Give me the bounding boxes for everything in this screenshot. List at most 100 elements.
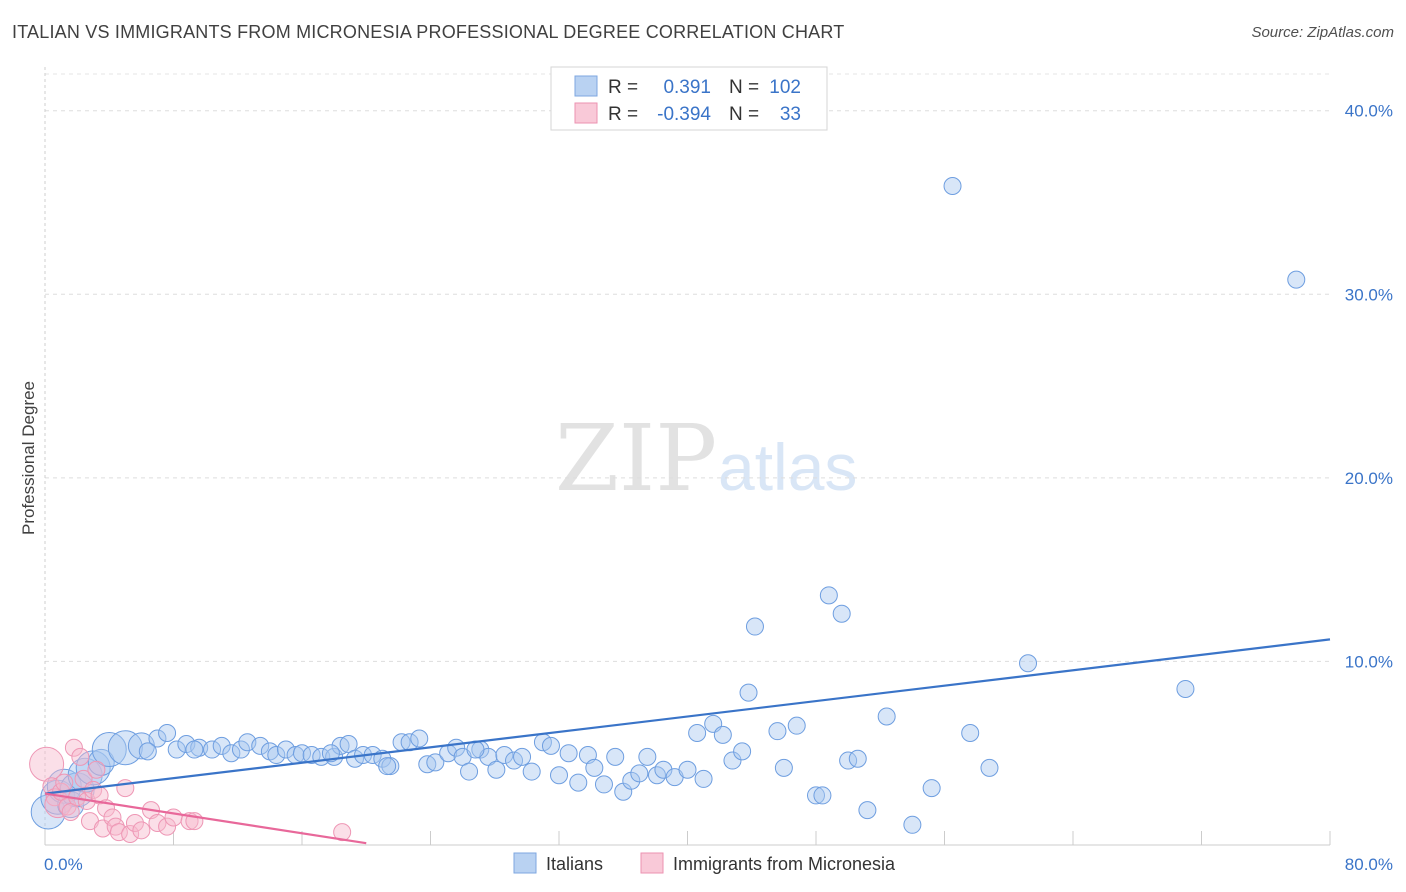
micronesia-point xyxy=(125,813,144,832)
italians-point xyxy=(858,801,877,820)
italians-point xyxy=(460,762,479,781)
legend-n-value-2: 33 xyxy=(780,104,801,125)
chart-title: ITALIAN VS IMMIGRANTS FROM MICRONESIA PR… xyxy=(12,22,845,42)
legend-swatch-italians xyxy=(574,75,598,97)
y-tick-label: 40.0% xyxy=(1345,102,1393,121)
micronesia-point xyxy=(132,821,151,840)
italians-point xyxy=(167,740,186,759)
italians-point xyxy=(222,744,241,763)
italians-point xyxy=(487,760,506,779)
italians-point xyxy=(694,769,713,788)
italians-point xyxy=(321,744,340,763)
legend-r-value-1: 0.391 xyxy=(663,77,711,98)
italians-point xyxy=(1287,270,1306,289)
axes xyxy=(44,67,1331,846)
italians-point xyxy=(267,746,286,765)
italians-point xyxy=(606,747,625,766)
micronesia-point xyxy=(158,817,177,836)
italians-point xyxy=(1019,654,1038,673)
italians-point xyxy=(739,683,758,702)
micronesia-point xyxy=(87,760,106,779)
italians-point xyxy=(203,740,222,759)
y-tick-label: 10.0% xyxy=(1345,652,1393,671)
y-tick-label: 30.0% xyxy=(1345,285,1393,304)
italians-point xyxy=(630,764,649,783)
italians-point xyxy=(733,742,752,761)
italians-point xyxy=(745,617,764,636)
italians-point xyxy=(768,722,787,741)
italians-trend-line xyxy=(44,638,1331,795)
italians-point xyxy=(594,775,613,794)
italians-point xyxy=(522,762,541,781)
micronesia-point xyxy=(29,746,65,782)
italians-point xyxy=(922,779,941,798)
watermark-zip: ZIP xyxy=(555,405,717,512)
grid xyxy=(45,73,1330,662)
italians-point xyxy=(807,786,825,805)
italians-point xyxy=(688,724,707,743)
x-tick-label-min: 0.0% xyxy=(44,855,83,874)
italians-point xyxy=(212,736,231,755)
italians-point xyxy=(819,586,838,605)
italians-point xyxy=(877,707,896,726)
micronesia-point xyxy=(148,813,167,832)
source-label: Source: ZipAtlas.com xyxy=(1251,24,1394,41)
legend-r-value-2: -0.394 xyxy=(657,104,711,125)
micronesia-point xyxy=(109,823,128,842)
trend-lines xyxy=(44,638,1331,845)
micronesia-point xyxy=(121,824,140,843)
italians-point xyxy=(903,815,922,834)
micronesia-point xyxy=(106,817,125,836)
bottom-legend-micronesia: Immigrants from Micronesia xyxy=(673,854,896,874)
italians-point xyxy=(91,732,127,768)
micronesia-point xyxy=(64,738,83,757)
italians-point xyxy=(378,757,397,776)
italians-point xyxy=(654,760,673,779)
italians-point xyxy=(723,751,742,770)
bottom-legend: Italians Immigrants from Micronesia xyxy=(513,852,896,874)
italians-point xyxy=(541,736,560,755)
italians-point xyxy=(138,742,157,761)
italians-point xyxy=(638,747,657,766)
micronesia-point xyxy=(71,747,90,766)
legend-n-label-1: N = xyxy=(729,77,759,98)
bottom-legend-italians: Italians xyxy=(546,854,603,874)
top-legend: R = 0.391 N = 102 R = -0.394 N = 33 xyxy=(550,66,828,131)
italians-point xyxy=(410,729,429,748)
micronesia-point xyxy=(55,773,74,792)
italians-point xyxy=(943,176,962,195)
italians-point xyxy=(513,747,532,766)
italians-point xyxy=(185,740,204,759)
y-axis-label: Professional Degree xyxy=(19,381,38,535)
x-tick-label-max: 80.0% xyxy=(1345,855,1393,874)
tick-labels: 10.0% 20.0% 30.0% 40.0% 0.0% 80.0% xyxy=(44,102,1393,874)
italians-point xyxy=(678,760,697,779)
italians-point xyxy=(813,786,832,805)
italians-point xyxy=(550,766,568,785)
italians-point xyxy=(231,740,250,759)
italians-point xyxy=(713,725,732,744)
bottom-legend-swatch-italians xyxy=(513,852,537,874)
legend-n-label-2: N = xyxy=(729,104,759,125)
bottom-legend-swatch-micronesia xyxy=(640,852,664,874)
italians-point xyxy=(980,758,999,777)
italians-point xyxy=(495,746,514,765)
italians-point xyxy=(158,724,177,743)
italians-point xyxy=(559,744,578,763)
italians-point xyxy=(251,736,270,755)
legend-r-label-1: R = xyxy=(608,77,638,98)
y-tick-label: 20.0% xyxy=(1345,469,1393,488)
italians-point xyxy=(585,758,604,777)
legend-n-value-1: 102 xyxy=(769,77,801,98)
legend-swatch-micronesia xyxy=(574,102,598,124)
italians-point xyxy=(774,758,793,777)
italians-point xyxy=(832,604,851,623)
legend-r-label-2: R = xyxy=(608,104,638,125)
micronesia-trend-line xyxy=(44,792,367,845)
italians-point xyxy=(787,716,806,735)
italians-point xyxy=(848,749,867,768)
watermark-atlas: atlas xyxy=(718,430,857,504)
italians-point xyxy=(1176,679,1195,698)
italians-point xyxy=(961,724,980,743)
